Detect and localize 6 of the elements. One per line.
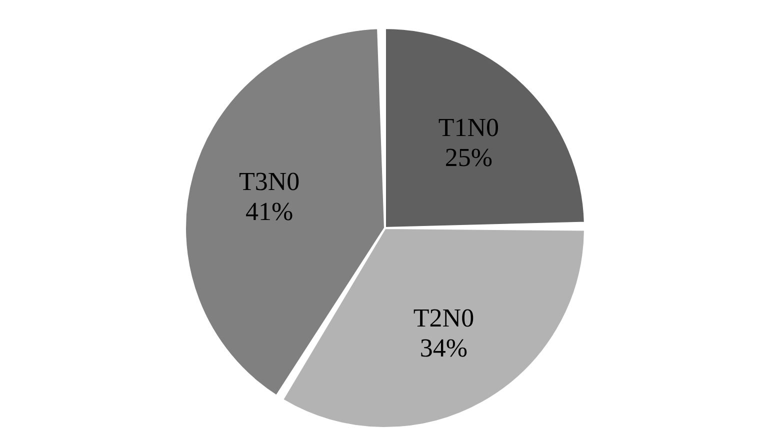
data-label: 34% (420, 334, 468, 363)
data-label: 41% (245, 197, 294, 226)
data-label: 25% (444, 143, 493, 172)
slice-label: T1N0 (438, 113, 500, 142)
slice-label: T3N0 (238, 167, 300, 196)
slice-label: T2N0 (413, 304, 474, 333)
